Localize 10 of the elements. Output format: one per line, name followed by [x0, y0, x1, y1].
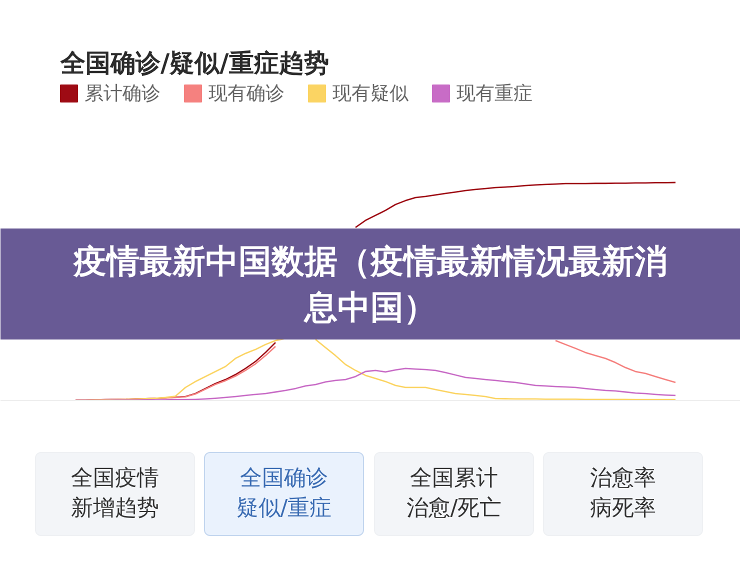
text: 全国确诊疑似/重症	[236, 465, 332, 523]
legend-label: 现有重症	[456, 82, 532, 104]
annotation: 疫情最新中国数据（疫情最新情况最新消息中国）	[72, 241, 668, 327]
text: 治愈率病死率	[590, 465, 656, 523]
text: 全国累计治愈/死亡	[406, 465, 502, 523]
text: 全国疫情新增趋势	[71, 465, 159, 523]
legend-label: 累计确诊	[84, 82, 160, 104]
legend-label: 现有疑似	[332, 82, 408, 104]
legend-label: 现有确诊	[208, 82, 284, 104]
chart-title: 全国确诊/疑似/重症趋势	[60, 48, 329, 78]
